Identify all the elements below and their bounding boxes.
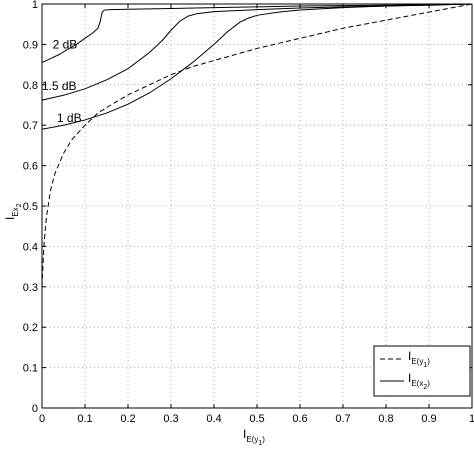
axis-ticks: 0 0.1 0.2 0.3 0.4 0.5 0.6 0.7 0.8 0.9 1 0 0.1 0.2 0.3 0… bbox=[23, 0, 474, 425]
legend-label-ey1-sub: E(y bbox=[411, 357, 423, 366]
x-axis-label-close: ) bbox=[262, 435, 265, 444]
series-line-dashed bbox=[41, 3, 473, 287]
y-axis-label-sub: Ex bbox=[11, 207, 20, 216]
x-tick-label: 0.5 bbox=[249, 413, 264, 425]
x-tick-label: 0.2 bbox=[120, 413, 135, 425]
y-tick-label: 0 bbox=[32, 403, 38, 415]
y-axis-label: IEx2 bbox=[3, 203, 23, 220]
legend-label-ex2: IE(x2) bbox=[408, 371, 430, 391]
legend-label-ex2-sub: E(x bbox=[411, 379, 423, 388]
series-line-1-5-dB bbox=[41, 3, 473, 101]
y-tick-label: 0.1 bbox=[23, 363, 38, 375]
x-tick-label: 0.3 bbox=[163, 413, 178, 425]
legend-label-ex2-close: ) bbox=[427, 379, 430, 388]
legend-label-ey1-main: I bbox=[408, 349, 411, 363]
legend-label-ey1: IE(y1) bbox=[408, 349, 430, 369]
series-line-1-dB bbox=[41, 3, 473, 130]
y-tick-label: 0.8 bbox=[23, 80, 38, 92]
x-axis-label-subsub: 1 bbox=[258, 440, 262, 447]
x-tick-label: 0 bbox=[39, 413, 45, 425]
x-tick-label: 0.9 bbox=[421, 413, 436, 425]
y-axis-label-subsub: 2 bbox=[16, 203, 23, 207]
y-tick-label: 0.5 bbox=[23, 201, 38, 213]
y-axis-label-main: I bbox=[3, 217, 17, 220]
legend-box bbox=[373, 345, 471, 397]
curve-annotations: 2 dB 1.5 dB 1 dB bbox=[42, 37, 82, 125]
x-tick-label: 0.8 bbox=[378, 413, 393, 425]
legend: IE(y1) IE(x2) bbox=[373, 345, 471, 397]
grid-lines bbox=[42, 4, 472, 408]
x-tick-label: 0.7 bbox=[335, 413, 350, 425]
y-tick-label: 0.3 bbox=[23, 282, 38, 294]
x-tick-label: 1 bbox=[469, 413, 474, 425]
y-tick-label: 0.4 bbox=[23, 241, 38, 253]
x-tick-label: 0.6 bbox=[292, 413, 307, 425]
curve-label: 1 dB bbox=[57, 111, 82, 125]
series-line-2-dB bbox=[41, 3, 473, 64]
legend-label-ex2-main: I bbox=[408, 371, 411, 385]
x-tick-label: 0.1 bbox=[77, 413, 92, 425]
x-axis-label-sub: E(y bbox=[246, 435, 258, 444]
y-tick-label: 1 bbox=[32, 0, 38, 11]
y-tick-label: 0.7 bbox=[23, 120, 38, 132]
curve-label: 1.5 dB bbox=[42, 79, 77, 93]
y-tick-label: 0.6 bbox=[23, 161, 38, 173]
legend-label-ex2-subsub: 2 bbox=[423, 384, 427, 391]
y-tick-label: 0.2 bbox=[23, 322, 38, 334]
x-axis-label-main: I bbox=[243, 427, 246, 441]
legend-label-ey1-close: ) bbox=[427, 357, 430, 366]
curve-label: 2 dB bbox=[53, 37, 78, 51]
legend-label-ey1-subsub: 1 bbox=[423, 362, 427, 369]
x-tick-label: 0.4 bbox=[206, 413, 221, 425]
x-axis-label: IE(y1) bbox=[243, 427, 265, 447]
series-layer bbox=[41, 3, 473, 287]
y-tick-label: 0.9 bbox=[23, 39, 38, 51]
